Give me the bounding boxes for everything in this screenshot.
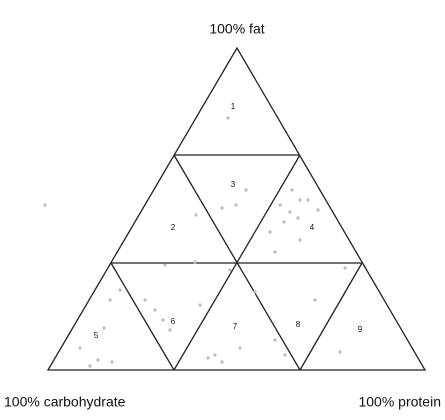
point [96, 358, 100, 362]
points [43, 116, 347, 368]
left-label: 100% carbohydrate [4, 394, 126, 410]
point [226, 116, 230, 120]
top-label: 100% fat [209, 21, 264, 37]
point [288, 210, 292, 214]
point [43, 203, 47, 207]
point [298, 238, 302, 242]
region-label: 2 [171, 223, 176, 232]
grid-line [299, 262, 363, 371]
point [296, 216, 300, 220]
point [316, 208, 320, 212]
point [228, 268, 232, 272]
region-label: 6 [171, 317, 176, 326]
point [198, 303, 202, 307]
region-label: 4 [310, 223, 315, 232]
point [253, 290, 257, 294]
point [206, 356, 210, 360]
grid-line [110, 262, 175, 371]
point [268, 230, 272, 234]
point [163, 263, 167, 267]
grid [46, 46, 427, 371]
outer-triangle [46, 46, 427, 371]
point [238, 346, 242, 350]
point [244, 188, 248, 192]
point [220, 360, 224, 364]
point [220, 206, 224, 210]
point [143, 298, 147, 302]
point [234, 203, 238, 207]
point [153, 308, 157, 312]
point [88, 364, 92, 368]
point [168, 328, 172, 332]
region-label: 7 [233, 322, 238, 331]
grid-line [173, 154, 301, 371]
point [213, 353, 217, 357]
point [278, 203, 282, 207]
right-label: 100% protein [358, 394, 441, 410]
point [108, 298, 112, 302]
point [273, 250, 277, 254]
point [161, 318, 165, 322]
region-label: 1 [231, 102, 236, 111]
region-label: 5 [94, 331, 99, 340]
region-label: 8 [296, 320, 301, 329]
point [194, 213, 198, 217]
point [118, 288, 122, 292]
point [338, 350, 342, 354]
point [78, 346, 82, 350]
region-label: 3 [231, 180, 236, 189]
point [290, 188, 294, 192]
point [283, 353, 287, 357]
region-labels: 1 2 3 4 5 6 7 8 9 [94, 102, 363, 340]
point [298, 198, 302, 202]
region-label: 9 [358, 325, 363, 334]
point [306, 198, 310, 202]
point [193, 260, 197, 264]
point [343, 266, 347, 270]
point [102, 326, 106, 330]
point [273, 338, 277, 342]
point [110, 360, 114, 364]
point [313, 298, 317, 302]
point [282, 220, 286, 224]
